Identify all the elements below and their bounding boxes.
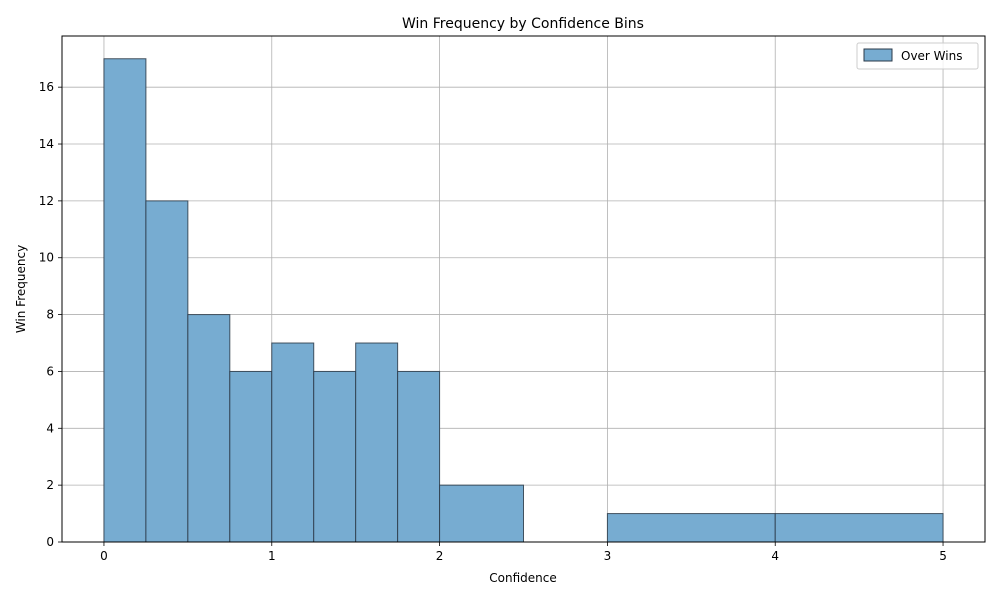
y-tick-label: 14 (39, 137, 54, 151)
y-tick-label: 6 (46, 364, 54, 378)
histogram-bar (397, 370, 441, 543)
x-axis-ticks: 0 1 2 3 4 5 (100, 542, 947, 563)
x-tick-label: 3 (604, 549, 612, 563)
bars-group (103, 58, 944, 543)
y-tick-label: 10 (39, 251, 54, 265)
y-tick-label: 4 (46, 421, 54, 435)
x-tick-label: 0 (100, 549, 108, 563)
y-tick-label: 2 (46, 478, 54, 492)
legend: Over Wins (856, 42, 979, 70)
histogram-bar (774, 513, 944, 543)
x-tick-label: 1 (268, 549, 276, 563)
y-tick-label: 16 (39, 80, 54, 94)
y-tick-label: 0 (46, 535, 54, 549)
x-tick-label: 2 (436, 549, 444, 563)
x-tick-label: 5 (939, 549, 947, 563)
x-axis-label: Confidence (489, 571, 556, 585)
plot-frame (61, 35, 986, 543)
histogram-bar (187, 314, 231, 543)
y-axis-label: Win Frequency (14, 245, 28, 333)
histogram-bar (271, 342, 315, 543)
legend-label: Over Wins (901, 49, 962, 63)
histogram-bar (606, 513, 776, 543)
chart-title: Win Frequency by Confidence Bins (402, 16, 644, 32)
histogram-bar (313, 370, 357, 543)
y-tick-label: 8 (46, 308, 54, 322)
x-tick-label: 4 (771, 549, 779, 563)
histogram-bar (439, 484, 524, 543)
y-axis-ticks: 0 2 4 6 8 10 12 14 16 (39, 80, 62, 549)
histogram-bar (145, 200, 189, 543)
legend-swatch (863, 48, 893, 62)
histogram-bar (229, 370, 273, 543)
histogram-bar (355, 342, 399, 543)
histogram-bar (103, 58, 147, 543)
y-tick-label: 12 (39, 194, 54, 208)
